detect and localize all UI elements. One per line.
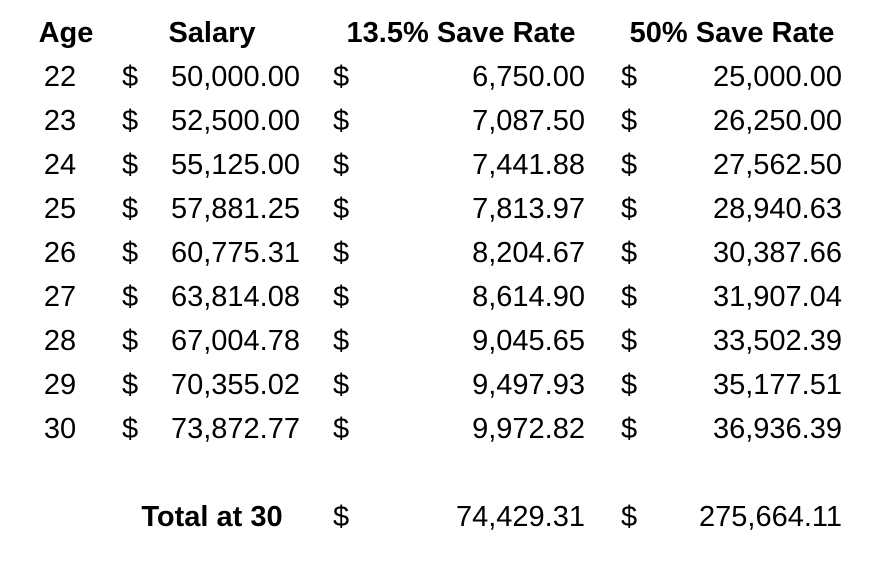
rate2-currency: $ — [621, 369, 638, 401]
table-row: 27 $ 63,814.08 $ 8,614.90 $ 31,907.04 — [0, 275, 880, 319]
salary-cell: 57,881.25 — [170, 193, 300, 225]
rate2-cell: 35,177.51 — [712, 369, 842, 401]
salary-cell: 63,814.08 — [170, 281, 300, 313]
salary-cell: 60,775.31 — [170, 237, 300, 269]
rate2-cell: 30,387.66 — [712, 237, 842, 269]
salary-cell: 55,125.00 — [170, 149, 300, 181]
salary-currency: $ — [122, 325, 139, 357]
age-cell: 25 — [43, 193, 77, 225]
salary-currency: $ — [122, 413, 139, 445]
rate1-cell: 9,045.65 — [472, 325, 585, 357]
rate1-cell: 9,972.82 — [472, 413, 585, 445]
rate1-cell: 8,614.90 — [472, 281, 585, 313]
salary-cell: 67,004.78 — [170, 325, 300, 357]
salary-cell: 52,500.00 — [170, 105, 300, 137]
salary-cell: 70,355.02 — [170, 369, 300, 401]
age-cell: 24 — [43, 149, 77, 181]
rate2-currency: $ — [621, 193, 638, 225]
rate2-currency: $ — [621, 237, 638, 269]
rate2-currency: $ — [621, 281, 638, 313]
salary-currency: $ — [122, 237, 139, 269]
salary-currency: $ — [122, 193, 139, 225]
rate1-currency: $ — [333, 61, 350, 93]
total-rate1-currency: $ — [333, 501, 350, 533]
salary-currency: $ — [122, 61, 139, 93]
salary-cell: 50,000.00 — [170, 61, 300, 93]
rate1-cell: 7,087.50 — [472, 105, 585, 137]
header-row: Age Salary 13.5% Save Rate 50% Save Rate — [0, 11, 880, 55]
table-row: 30 $ 73,872.77 $ 9,972.82 $ 36,936.39 — [0, 407, 880, 451]
total-rate2-currency: $ — [621, 501, 638, 533]
header-rate-13-5: 13.5% Save Rate — [346, 17, 576, 49]
total-row: Total at 30 $ 74,429.31 $ 275,664.11 — [0, 495, 880, 539]
rate1-cell: 8,204.67 — [472, 237, 585, 269]
age-cell: 30 — [43, 413, 77, 445]
rate1-currency: $ — [333, 237, 350, 269]
total-rate2-value: 275,664.11 — [699, 501, 842, 533]
age-cell: 26 — [43, 237, 77, 269]
rate1-cell: 9,497.93 — [472, 369, 585, 401]
rate1-cell: 7,441.88 — [472, 149, 585, 181]
rate2-cell: 26,250.00 — [712, 105, 842, 137]
age-cell: 29 — [43, 369, 77, 401]
salary-cell: 73,872.77 — [170, 413, 300, 445]
table-row: 28 $ 67,004.78 $ 9,045.65 $ 33,502.39 — [0, 319, 880, 363]
total-label: Total at 30 — [141, 501, 283, 533]
rate1-currency: $ — [333, 281, 350, 313]
table-row: 24 $ 55,125.00 $ 7,441.88 $ 27,562.50 — [0, 143, 880, 187]
table-row: 23 $ 52,500.00 $ 7,087.50 $ 26,250.00 — [0, 99, 880, 143]
rate2-cell: 25,000.00 — [712, 61, 842, 93]
table-row: 22 $ 50,000.00 $ 6,750.00 $ 25,000.00 — [0, 55, 880, 99]
rate2-currency: $ — [621, 325, 638, 357]
rate2-currency: $ — [621, 413, 638, 445]
rate2-cell: 28,940.63 — [712, 193, 842, 225]
rate2-cell: 36,936.39 — [712, 413, 842, 445]
rate2-cell: 27,562.50 — [712, 149, 842, 181]
age-cell: 28 — [43, 325, 77, 357]
rate2-currency: $ — [621, 105, 638, 137]
rate1-currency: $ — [333, 149, 350, 181]
header-age: Age — [38, 17, 94, 49]
header-salary: Salary — [168, 17, 256, 49]
age-cell: 27 — [43, 281, 77, 313]
salary-currency: $ — [122, 105, 139, 137]
rate1-currency: $ — [333, 325, 350, 357]
rate2-currency: $ — [621, 149, 638, 181]
rate2-cell: 33,502.39 — [712, 325, 842, 357]
salary-currency: $ — [122, 369, 139, 401]
rate1-currency: $ — [333, 193, 350, 225]
age-cell: 23 — [43, 105, 77, 137]
total-rate1-value: 74,429.31 — [455, 501, 585, 533]
rate1-cell: 6,750.00 — [472, 61, 585, 93]
rate1-currency: $ — [333, 105, 350, 137]
table-row: 25 $ 57,881.25 $ 7,813.97 $ 28,940.63 — [0, 187, 880, 231]
salary-currency: $ — [122, 281, 139, 313]
table-row: 29 $ 70,355.02 $ 9,497.93 $ 35,177.51 — [0, 363, 880, 407]
rate2-currency: $ — [621, 61, 638, 93]
rate1-currency: $ — [333, 413, 350, 445]
rate1-currency: $ — [333, 369, 350, 401]
rate1-cell: 7,813.97 — [472, 193, 585, 225]
age-cell: 22 — [43, 61, 77, 93]
rate2-cell: 31,907.04 — [712, 281, 842, 313]
table-row: 26 $ 60,775.31 $ 8,204.67 $ 30,387.66 — [0, 231, 880, 275]
header-rate-50: 50% Save Rate — [629, 17, 835, 49]
salary-currency: $ — [122, 149, 139, 181]
